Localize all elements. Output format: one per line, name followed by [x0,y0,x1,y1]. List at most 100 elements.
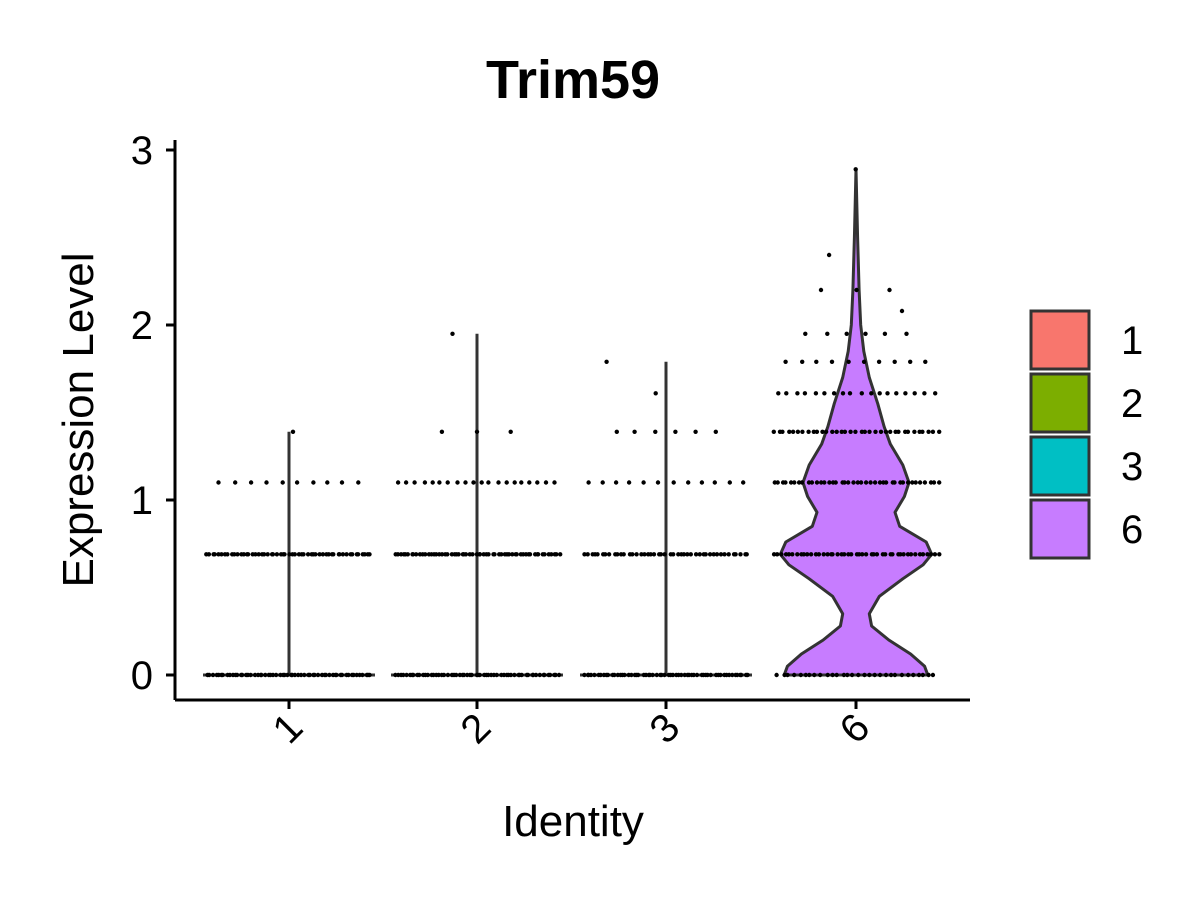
data-point [337,552,342,557]
data-point [298,672,304,678]
data-point [225,552,230,557]
data-point [877,480,883,485]
data-point [883,552,888,557]
data-point [671,480,676,485]
data-point [603,552,608,557]
data-point [653,391,658,396]
data-point [535,552,541,557]
data-point [705,672,710,678]
data-point [795,429,801,434]
data-point [412,480,417,485]
data-point [648,552,653,557]
points-6 [771,167,942,678]
data-point [883,429,889,434]
data-point [474,429,480,434]
data-point [327,672,332,678]
data-point [899,308,905,314]
data-point [917,480,923,485]
data-point [873,429,878,434]
points-1 [204,429,372,678]
data-point [588,672,594,678]
data-point [367,672,372,678]
x-tick-label: 2 [453,705,500,752]
data-point [848,429,853,434]
data-point [798,672,803,678]
data-point [697,552,702,557]
data-point [558,552,563,557]
data-point [822,480,827,485]
data-point [486,480,491,485]
data-point [301,552,306,557]
data-point [334,672,339,678]
data-point [212,552,217,557]
data-point [302,672,307,678]
data-point [233,480,238,485]
data-point [800,429,805,434]
data-point [937,429,942,434]
data-point [554,552,559,557]
data-point [894,391,899,396]
legend: 1 2 3 6 [1029,309,1143,560]
data-point [842,480,847,485]
data-point [855,480,860,485]
data-point [405,552,410,557]
data-point [771,552,777,557]
data-point [259,672,264,678]
data-point [803,331,808,336]
data-point [708,672,713,678]
x-tick-label: 6 [832,705,879,752]
data-point [926,672,931,678]
data-point [292,552,297,557]
data-point [662,552,667,557]
data-point [814,359,819,364]
data-point [325,480,330,485]
data-point [787,429,792,434]
data-point [422,480,428,485]
data-point [792,672,797,678]
data-point [355,552,361,557]
data-point [535,480,540,485]
data-point [783,480,788,485]
data-point [904,331,909,336]
data-point [908,359,913,364]
data-point [582,672,587,678]
data-point [900,480,906,485]
data-point [450,331,455,336]
data-point [494,672,499,678]
data-point [923,359,928,364]
data-point [411,672,416,678]
data-point [741,480,746,485]
data-point [807,672,812,678]
data-point [207,672,212,678]
data-point [908,552,914,557]
x-axis-title: Identity [502,797,644,846]
data-point [439,429,445,434]
data-point [803,672,808,678]
data-point [595,552,600,557]
data-point [833,480,838,485]
data-point [841,672,847,678]
data-point [834,672,839,678]
data-point [932,552,938,557]
data-point [774,672,779,678]
data-point [290,429,296,434]
data-point [795,391,800,396]
data-point [655,480,661,485]
data-point [823,429,829,434]
data-point [882,331,888,336]
data-point [270,672,276,678]
data-point [859,391,864,396]
data-point [834,429,839,434]
data-point [831,391,837,396]
data-point [477,672,482,678]
legend-item-2: 2 [1029,372,1143,434]
y-axis-title: Expression Level [54,252,103,587]
data-point [937,480,942,485]
data-point [312,672,317,678]
y-tick-label: 1 [131,479,153,523]
data-point [771,429,776,434]
data-point [826,252,832,258]
data-point [662,672,667,678]
data-point [785,672,790,678]
